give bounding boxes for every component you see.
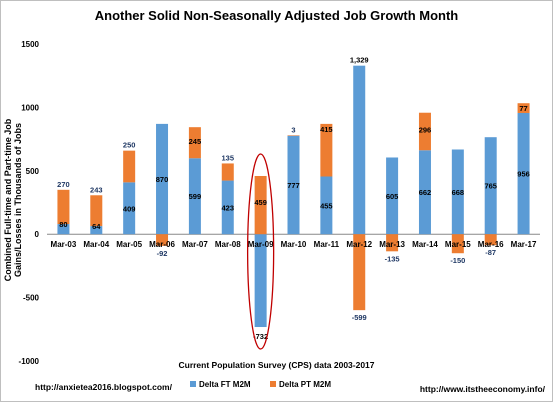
bar-ft bbox=[156, 123, 169, 235]
data-label-pt: -92 bbox=[157, 249, 168, 258]
bar-ft bbox=[320, 176, 333, 235]
x-tick-label: Mar-09 bbox=[248, 240, 274, 249]
y-tick-label: -500 bbox=[23, 294, 40, 303]
data-label-ft: 662 bbox=[419, 188, 432, 197]
data-label-ft: 455 bbox=[320, 201, 333, 210]
data-label-pt: -135 bbox=[385, 254, 400, 263]
data-label-ft: 777 bbox=[287, 181, 300, 190]
bar-pt bbox=[287, 135, 300, 136]
bar-pt bbox=[484, 234, 497, 246]
data-label-pt: 415 bbox=[320, 125, 333, 134]
data-label-pt: 3 bbox=[291, 125, 295, 134]
data-label-ft: 64 bbox=[92, 222, 101, 231]
legend-swatch bbox=[190, 381, 196, 387]
chart-title: Another Solid Non-Seasonally Adjusted Jo… bbox=[94, 8, 459, 23]
x-tick-label: Mar-10 bbox=[281, 240, 307, 249]
bar-pt bbox=[320, 123, 333, 177]
data-label-pt: -87 bbox=[485, 248, 496, 257]
x-tick-label: Mar-05 bbox=[116, 240, 142, 249]
data-label-pt: 270 bbox=[57, 180, 70, 189]
x-tick-label: Mar-13 bbox=[379, 240, 405, 249]
bar-pt bbox=[254, 175, 267, 235]
bar-ft bbox=[287, 135, 300, 235]
x-tick-label: Mar-11 bbox=[314, 240, 340, 249]
data-label-ft: 605 bbox=[386, 192, 399, 201]
highlight-ellipse bbox=[246, 153, 275, 350]
x-tick-label: Mar-08 bbox=[215, 240, 241, 249]
bar-ft bbox=[418, 150, 431, 235]
y-tick-label: 500 bbox=[26, 167, 40, 176]
bar-ft bbox=[517, 112, 530, 235]
y-tick-label: 0 bbox=[35, 230, 40, 239]
legend-label: Delta FT M2M bbox=[199, 380, 251, 389]
data-label-pt: 250 bbox=[123, 141, 136, 150]
x-tick-label: Mar-06 bbox=[149, 240, 175, 249]
data-label-ft: 870 bbox=[156, 175, 169, 184]
bar-ft bbox=[90, 226, 103, 235]
data-label-ft: 423 bbox=[222, 203, 235, 212]
bar-ft bbox=[221, 180, 234, 235]
bar-ft bbox=[123, 182, 136, 235]
data-label-pt: -599 bbox=[352, 313, 367, 322]
y-tick-label: 1000 bbox=[21, 103, 39, 112]
x-tick-label: Mar-14 bbox=[412, 240, 438, 249]
data-label-pt: 296 bbox=[419, 126, 432, 135]
source-right: http://www.itstheeconomy.info/ bbox=[419, 384, 545, 394]
bar-ft bbox=[386, 157, 399, 235]
bar-pt bbox=[156, 234, 169, 246]
bar-pt bbox=[123, 150, 136, 183]
data-label-ft: 1,329 bbox=[350, 56, 369, 65]
y-tick-label: -1000 bbox=[19, 357, 40, 366]
bar-ft bbox=[254, 234, 267, 328]
data-label-ft: 765 bbox=[484, 182, 497, 191]
data-label-pt: 245 bbox=[189, 137, 202, 146]
bar-ft bbox=[353, 65, 366, 235]
bar-ft bbox=[57, 224, 70, 235]
bar-pt bbox=[418, 112, 431, 151]
x-tick-label: Mar-04 bbox=[83, 240, 109, 249]
legend-swatch bbox=[270, 381, 276, 387]
bar-ft bbox=[484, 137, 497, 235]
data-label-pt: 459 bbox=[254, 198, 267, 207]
data-label-ft: -732 bbox=[253, 332, 268, 341]
bar-pt bbox=[353, 234, 366, 311]
data-label-ft: 409 bbox=[123, 204, 136, 213]
data-label-pt: 135 bbox=[222, 153, 235, 162]
x-tick-label: Mar-15 bbox=[445, 240, 471, 249]
x-tick-label: Mar-03 bbox=[51, 240, 77, 249]
data-label-pt: 77 bbox=[519, 104, 527, 113]
data-label-pt: 243 bbox=[90, 185, 103, 194]
bar-pt bbox=[386, 234, 399, 252]
bar-pt bbox=[517, 103, 530, 113]
bar-pt bbox=[90, 195, 103, 227]
legend-label: Delta PT M2M bbox=[279, 380, 331, 389]
bar-ft bbox=[451, 149, 464, 235]
data-label-ft: 956 bbox=[517, 170, 530, 179]
data-label-pt: -150 bbox=[450, 256, 465, 265]
x-axis-label: Current Population Survey (CPS) data 200… bbox=[178, 360, 375, 370]
bar-pt bbox=[57, 189, 70, 225]
bar-pt bbox=[221, 163, 234, 181]
bar-pt bbox=[188, 127, 201, 159]
y-tick-label: 1500 bbox=[21, 40, 39, 49]
x-tick-label: Mar-07 bbox=[182, 240, 208, 249]
x-tick-label: Mar-12 bbox=[346, 240, 372, 249]
x-tick-label: Mar-17 bbox=[511, 240, 537, 249]
data-label-ft: 668 bbox=[452, 188, 465, 197]
bar-pt bbox=[451, 234, 464, 254]
source-left: http://anxietea2016.blogspot.com/ bbox=[35, 382, 172, 392]
bar-ft bbox=[188, 158, 201, 235]
data-label-ft: 80 bbox=[59, 220, 67, 229]
data-label-ft: 599 bbox=[189, 192, 202, 201]
x-tick-label: Mar-16 bbox=[478, 240, 504, 249]
